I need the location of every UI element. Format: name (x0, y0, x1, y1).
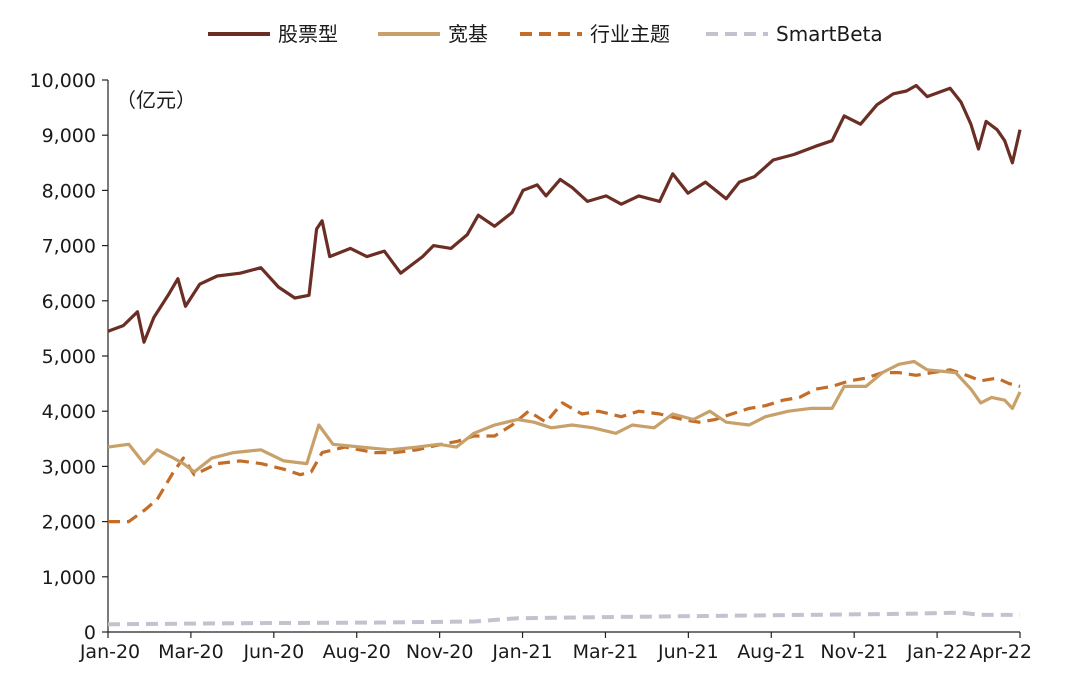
x-tick-label: Nov-20 (406, 641, 474, 663)
x-tick-label: Mar-20 (158, 641, 224, 663)
y-tick-label: 8,000 (42, 180, 96, 202)
y-tick-label: 5,000 (42, 346, 96, 368)
legend-label: SmartBeta (776, 22, 883, 46)
y-tick-label: 6,000 (42, 291, 96, 313)
x-tick-label: Jan-22 (906, 641, 967, 663)
x-tick-label: Jan-21 (491, 641, 552, 663)
x-tick-label: Jan-20 (79, 641, 140, 663)
x-tick-label: Apr-22 (969, 641, 1032, 663)
y-tick-label: 7,000 (42, 236, 96, 258)
y-tick-label: 0 (84, 622, 96, 644)
x-tick-label: Jun-20 (242, 641, 304, 663)
y-tick-label: 1,000 (42, 567, 96, 589)
y-tick-label: 10,000 (30, 70, 96, 92)
series-line-4 (107, 610, 1020, 627)
legend-label: 股票型 (278, 22, 338, 46)
series-group (107, 83, 1022, 627)
legend: 股票型 宽基 行业主题 SmartBeta (208, 22, 883, 46)
series-line-1 (107, 83, 1022, 344)
y-tick-label: 9,000 (42, 125, 96, 147)
unit-label: （亿元） (116, 88, 196, 112)
y-tick-label: 4,000 (42, 401, 96, 423)
legend-label: 宽基 (448, 22, 488, 46)
x-tick-label: Jun-21 (657, 641, 719, 663)
x-tick-label: Aug-21 (737, 641, 805, 663)
x-tick-label: Aug-20 (323, 641, 391, 663)
x-axis: Jan-20 Mar-20 Jun-20 Aug-20 Nov-20 Jan-21 Mar-… (79, 631, 1032, 663)
x-tick-label: Mar-21 (573, 641, 639, 663)
y-tick-label: 3,000 (42, 456, 96, 478)
y-axis: 0 1,000 2,000 3,000 4,000 5,000 6,000 7,000 8,00… (30, 70, 109, 644)
series-line-2 (107, 359, 1022, 474)
y-tick-label: 2,000 (42, 512, 96, 534)
legend-label: 行业主题 (590, 22, 670, 46)
x-tick-label: Nov-21 (820, 641, 888, 663)
series-line-3 (108, 368, 1021, 524)
